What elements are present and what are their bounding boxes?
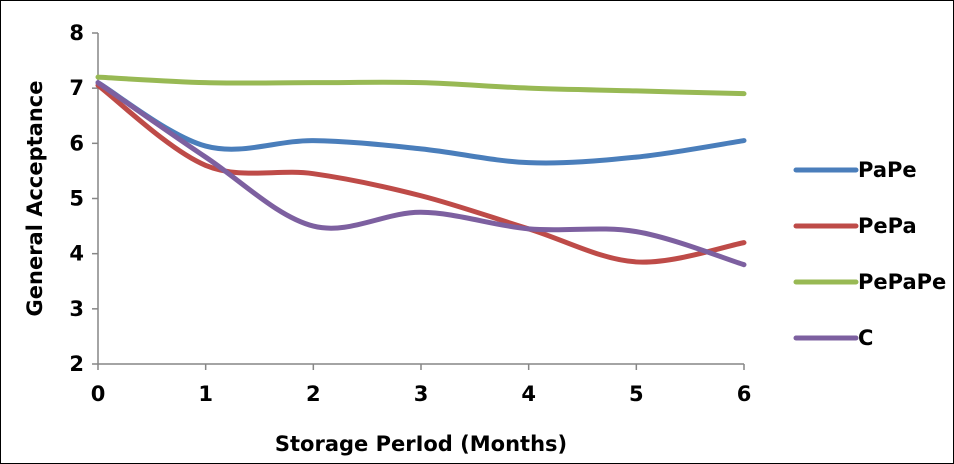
y-tick-label: 4 (69, 242, 84, 266)
x-tick-label: 4 (521, 382, 536, 406)
x-tick-label: 0 (91, 382, 106, 406)
series-line-pepa (95, 82, 747, 265)
series-line-c (95, 80, 747, 268)
y-tick-label: 6 (69, 131, 84, 155)
series-layer (95, 74, 747, 268)
x-tick-label: 3 (414, 382, 429, 406)
y-tick-label: 5 (69, 187, 84, 211)
x-axis-title: Storage PerIod (Months) (275, 432, 567, 456)
y-tick-label: 8 (69, 21, 84, 45)
legend-label-pape: PaPe (858, 158, 917, 182)
legend: PaPe PePa PePaPe C (793, 158, 946, 350)
y-axis-title: General Acceptance (23, 81, 47, 317)
x-tick-label: 2 (306, 382, 321, 406)
series-line-pape (95, 80, 747, 166)
x-tick-label: 1 (198, 382, 213, 406)
x-tick-label: 6 (737, 382, 752, 406)
legend-label-pepape: PePaPe (858, 270, 946, 294)
y-tick-label: 3 (69, 297, 84, 321)
labels-layer: 2 3 4 5 6 7 8 0 1 2 3 4 5 6 Storage PerIod (Months) Gen… (23, 21, 751, 456)
legend-label-pepa: PePa (858, 214, 917, 238)
x-tick-label: 5 (629, 382, 644, 406)
series-line-pepape (95, 74, 747, 97)
y-tick-label: 2 (69, 352, 84, 376)
y-tick-label: 7 (69, 76, 84, 100)
legend-label-c: C (858, 326, 873, 350)
